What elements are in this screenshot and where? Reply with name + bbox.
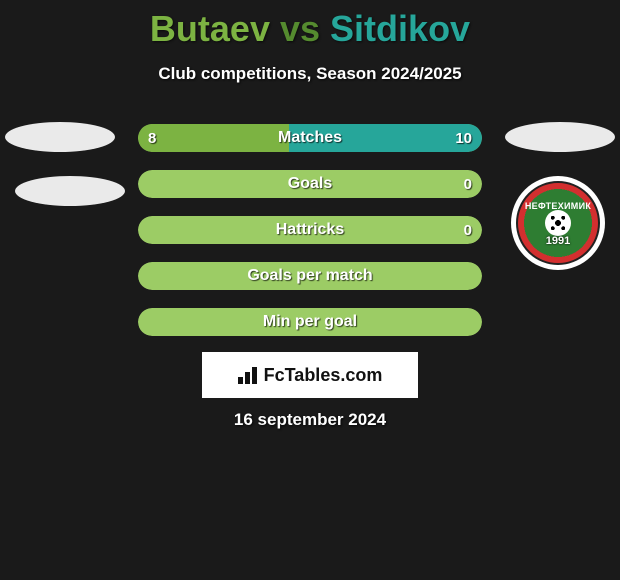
stat-bar-left-fill [138,124,289,152]
comparison-bars: Matches810Goals0Hattricks0Goals per matc… [138,124,482,354]
stat-bar-right-value: 0 [464,216,472,244]
player1-name: Butaev [150,8,270,49]
stat-bar-bg [138,216,482,244]
date-stamp: 16 september 2024 [0,410,620,430]
stat-bar-left-value: 8 [148,124,156,152]
fctables-logo-icon [238,366,260,384]
stat-bar-right-fill [289,124,482,152]
stat-bar-right-value: 0 [464,170,472,198]
stat-bar-bg [138,308,482,336]
stat-bar-row: Goals0 [138,170,482,198]
stat-bar-row: Hattricks0 [138,216,482,244]
club-badge-name: НЕФТЕХИМИК [518,201,598,211]
stat-bar-bg [138,262,482,290]
stat-bar-bg [138,170,482,198]
stat-bar-row: Matches810 [138,124,482,152]
comparison-title: Butaev vs Sitdikov [0,0,620,50]
stat-bar-row: Goals per match [138,262,482,290]
stat-bar-right-value: 10 [455,124,472,152]
watermark: FcTables.com [202,352,418,398]
player2-photo-placeholder [505,122,615,152]
club-badge-inner: НЕФТЕХИМИК 1991 [516,181,600,265]
vs-text: vs [280,8,320,49]
player2-name: Sitdikov [330,8,470,49]
subtitle: Club competitions, Season 2024/2025 [0,64,620,84]
stat-bar-row: Min per goal [138,308,482,336]
club-badge-ball-icon [545,210,571,236]
player2-club-badge: НЕФТЕХИМИК 1991 [511,176,605,270]
player1-club-placeholder [15,176,125,206]
player1-photo-placeholder [5,122,115,152]
watermark-text: FcTables.com [264,365,383,386]
club-badge-year: 1991 [518,235,598,247]
